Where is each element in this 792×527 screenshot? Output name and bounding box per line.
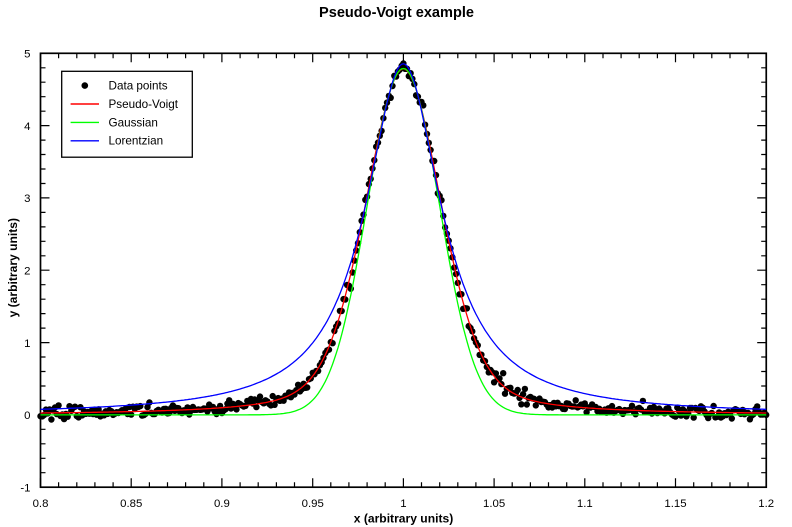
svg-text:1.05: 1.05 — [483, 498, 505, 510]
svg-text:Pseudo-Voigt: Pseudo-Voigt — [109, 98, 179, 111]
svg-text:1: 1 — [400, 498, 406, 510]
svg-text:0.85: 0.85 — [120, 498, 142, 510]
svg-text:0.9: 0.9 — [214, 498, 230, 510]
svg-text:0: 0 — [24, 410, 30, 422]
svg-text:Pseudo-Voigt example: Pseudo-Voigt example — [319, 5, 474, 21]
svg-text:5: 5 — [24, 49, 30, 61]
svg-text:1.1: 1.1 — [577, 498, 593, 510]
svg-text:Gaussian: Gaussian — [109, 116, 158, 129]
svg-text:-1: -1 — [20, 482, 30, 494]
svg-text:2: 2 — [24, 265, 30, 277]
svg-text:0.8: 0.8 — [33, 498, 49, 510]
svg-text:y (arbitrary units): y (arbitrary units) — [6, 218, 20, 317]
svg-text:4: 4 — [24, 121, 30, 133]
svg-text:Lorentzian: Lorentzian — [109, 135, 164, 148]
svg-text:Data points: Data points — [109, 80, 168, 93]
svg-text:1.2: 1.2 — [758, 498, 774, 510]
svg-text:1: 1 — [24, 338, 30, 350]
svg-text:1.15: 1.15 — [664, 498, 686, 510]
svg-text:x (arbitrary units): x (arbitrary units) — [354, 512, 453, 526]
svg-text:0.95: 0.95 — [302, 498, 324, 510]
svg-text:3: 3 — [24, 193, 30, 205]
